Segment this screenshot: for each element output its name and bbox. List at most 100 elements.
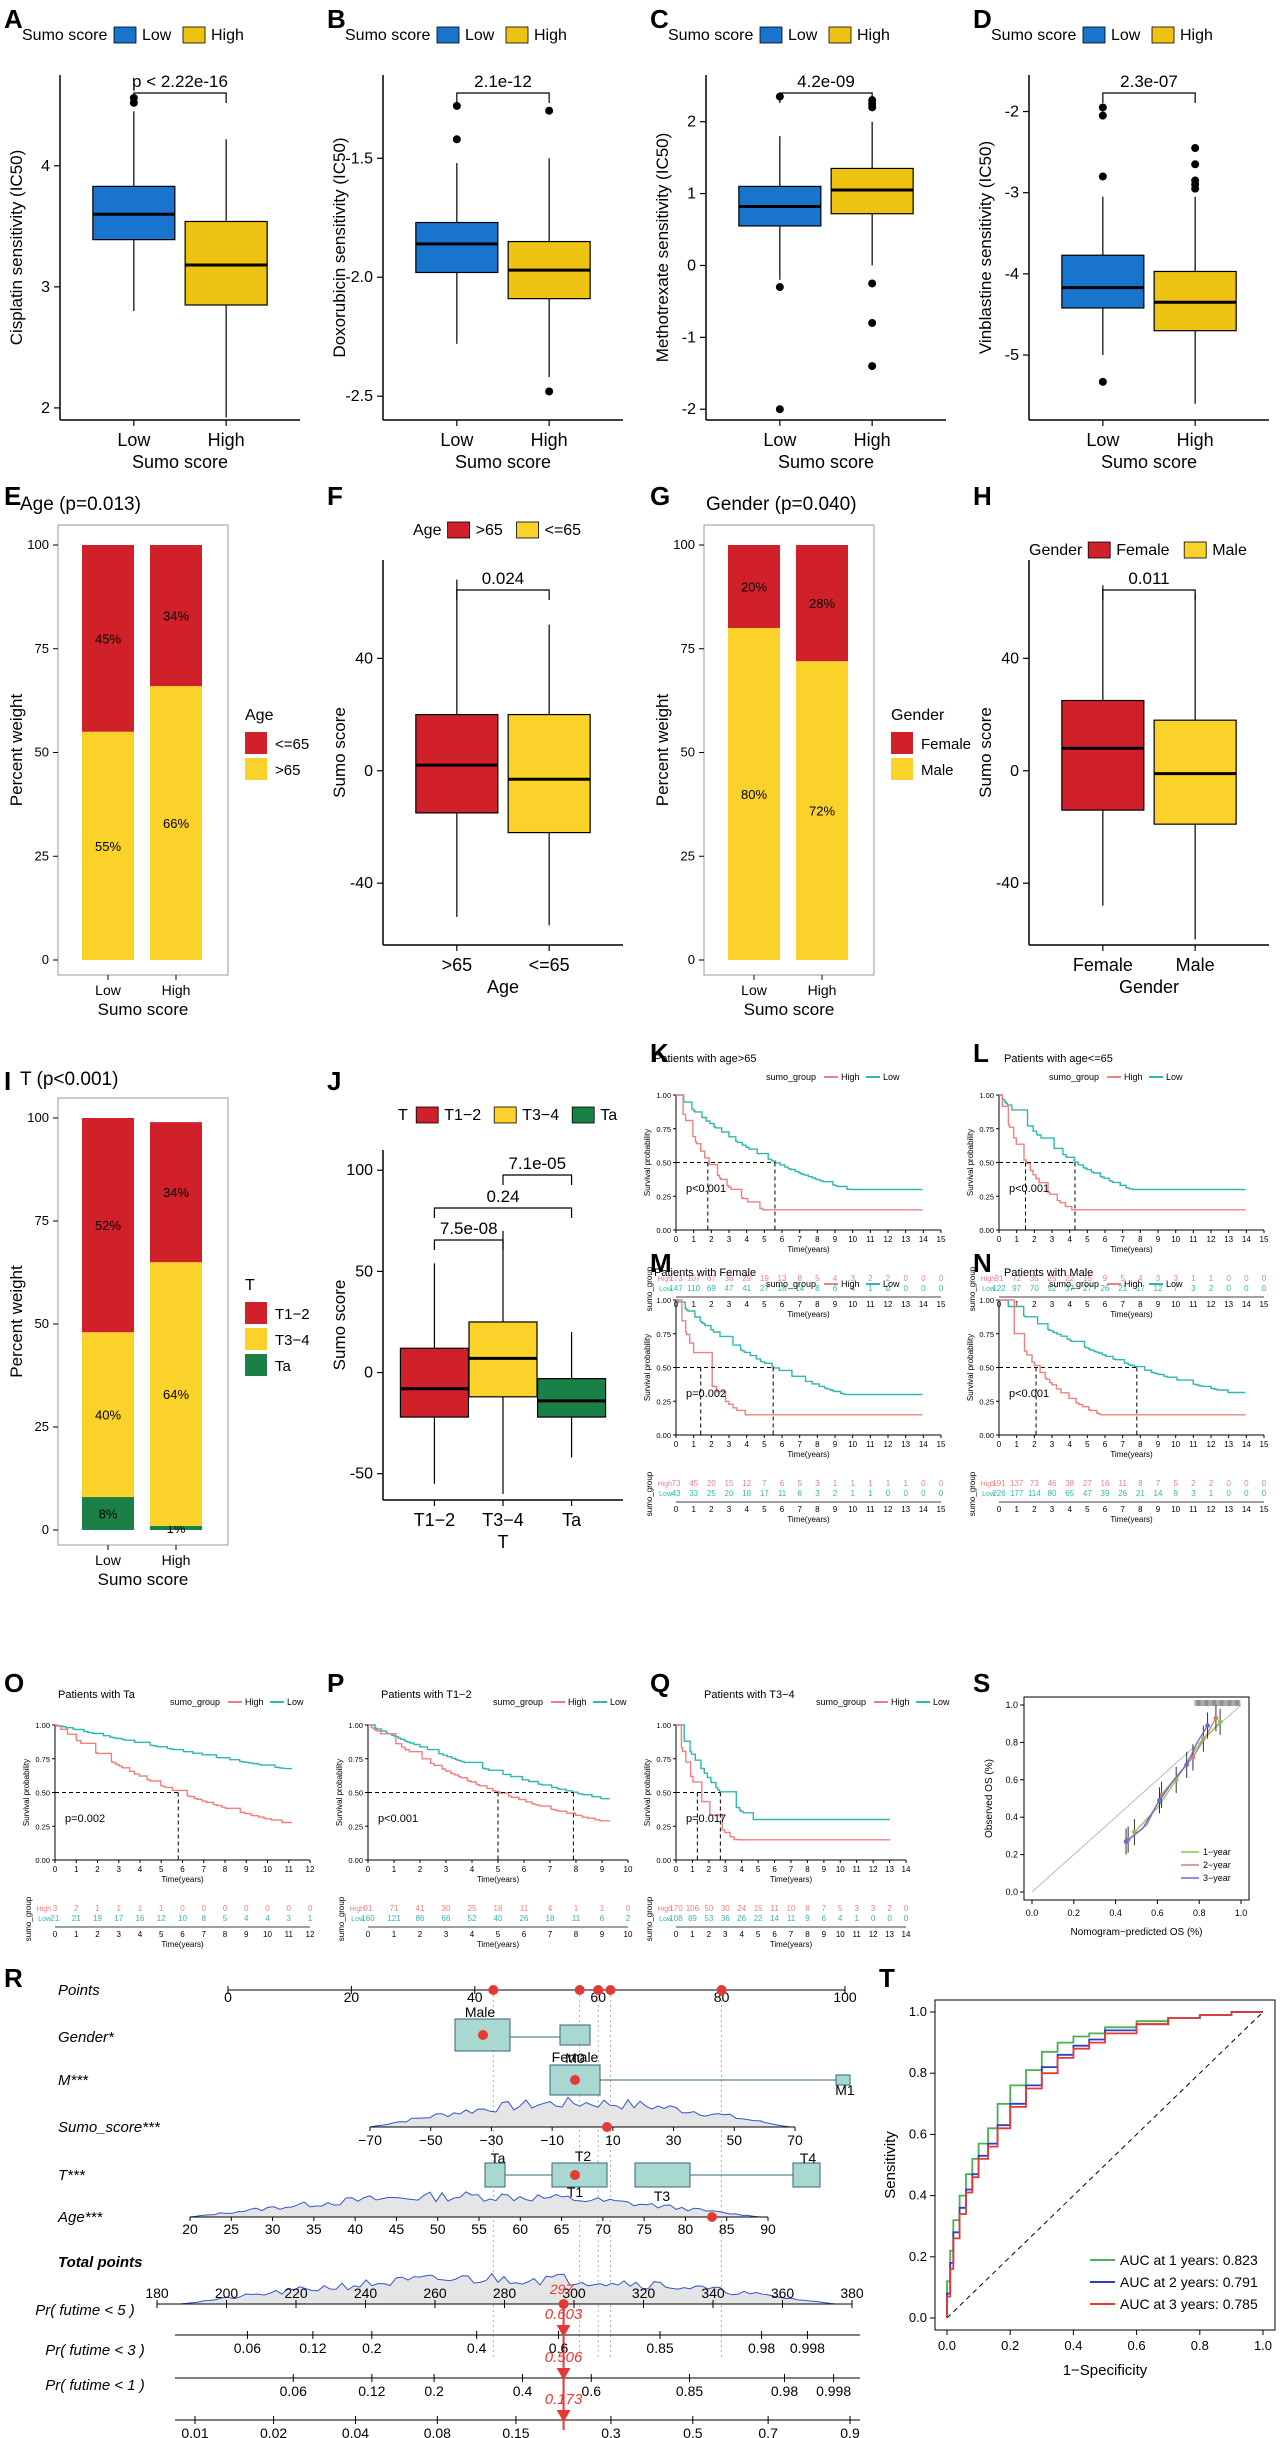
significance-bracket xyxy=(433,1207,573,1218)
km-x-tick-label: 14 xyxy=(919,1440,928,1449)
density-curve xyxy=(179,2272,836,2305)
bar-segment xyxy=(150,686,202,960)
t-box xyxy=(792,2162,821,2188)
km-x-tick-label: 1 xyxy=(690,1865,695,1874)
km-risk-tick-label: 6 xyxy=(180,1930,185,1939)
m-level: M0 xyxy=(565,2050,585,2066)
km-x-tick-label: 6 xyxy=(1103,1235,1108,1244)
bar-segment xyxy=(150,1122,202,1263)
km-x-tick-label: 6 xyxy=(180,1865,185,1874)
panel-label-M: M xyxy=(650,1248,672,1278)
km-pvalue: p<0.001 xyxy=(1009,1388,1049,1400)
km-legend-item: Low xyxy=(287,1697,304,1707)
km-y-tick-label: 0.50 xyxy=(656,1159,671,1168)
km-x-axis-label: Time(years) xyxy=(1110,1245,1153,1254)
km-risk-count: 71 xyxy=(390,1904,399,1913)
outlier-point xyxy=(1098,377,1107,386)
sumo-tick-label: 50 xyxy=(726,2132,742,2148)
pr3-tick-label: 0.998 xyxy=(816,2383,851,2399)
km-y-axis-label: Survival probability xyxy=(643,1334,652,1401)
age-tick-label: 75 xyxy=(636,2221,652,2237)
km-title: Patients with age>65 xyxy=(654,1053,756,1065)
legend-swatch xyxy=(571,1106,595,1124)
km-risk-count: 47 xyxy=(1083,1489,1092,1498)
box xyxy=(1061,254,1145,309)
km-risk-count: 20 xyxy=(725,1489,734,1498)
km-risk-tick-label: 9 xyxy=(244,1930,249,1939)
km-x-tick-label: 10 xyxy=(848,1440,857,1449)
km-risk-count: 12 xyxy=(1154,1284,1163,1293)
km-risk-tick-label: 1 xyxy=(691,1505,696,1514)
cal-curve xyxy=(1127,1717,1217,1841)
km-risk-count: 4 xyxy=(850,1284,855,1293)
km-risk-count: 3 xyxy=(854,1904,859,1913)
km-x-tick-label: 2 xyxy=(95,1865,100,1874)
km-x-tick-label: 14 xyxy=(1242,1235,1251,1244)
outlier-point xyxy=(1191,144,1200,153)
outlier-point xyxy=(1191,184,1200,193)
m-level: M1 xyxy=(835,2082,855,2098)
km-risk-count: 122 xyxy=(992,1284,1006,1293)
km-risk-count: 18 xyxy=(546,1914,555,1923)
km-risk-count: 17 xyxy=(114,1914,123,1923)
km-legend-item: Low xyxy=(1166,1072,1183,1082)
x-tick-label: <=65 xyxy=(529,955,570,975)
km-risk-tick-label: 1 xyxy=(1014,1505,1019,1514)
y-tick-label: -5 xyxy=(1005,347,1019,364)
legend-item: Low xyxy=(788,27,818,44)
km-x-tick-label: 3 xyxy=(723,1865,728,1874)
km-risk-count: 0 xyxy=(939,1274,944,1283)
panel-label-I: I xyxy=(4,1066,11,1096)
chart-title: Age (p=0.013) xyxy=(20,494,141,515)
km-risk-count: 18 xyxy=(742,1489,751,1498)
km-x-tick-label: 14 xyxy=(902,1865,911,1874)
km-x-tick-label: 8 xyxy=(815,1235,820,1244)
km-risk-tick-label: 1 xyxy=(74,1930,79,1939)
roc-y-tick-label: 0.2 xyxy=(909,2249,927,2264)
y-tick-label: 75 xyxy=(35,641,49,656)
legend-swatch xyxy=(245,1328,267,1350)
roc-x-tick-label: 0.6 xyxy=(1128,2338,1146,2353)
km-risk-count: 3 xyxy=(1173,1274,1178,1283)
y-tick-label: 0 xyxy=(42,1522,49,1537)
km-x-tick-label: 10 xyxy=(836,1865,845,1874)
km-pvalue: p=0.002 xyxy=(686,1388,726,1400)
km-x-tick-label: 4 xyxy=(138,1865,143,1874)
km-risk-tick-label: 12 xyxy=(884,1505,893,1514)
km-risk-count: 26 xyxy=(737,1914,746,1923)
km-risk-tick-label: 2 xyxy=(709,1505,714,1514)
nomogram-row-label: M*** xyxy=(58,2072,89,2089)
outlier-point xyxy=(452,135,461,144)
km-risk-group: Low xyxy=(659,1916,673,1923)
panel-L: Patients with age<=65 sumo_group High Low 0.… xyxy=(966,1053,1269,1319)
km-risk-tick-label: 6 xyxy=(1103,1300,1108,1309)
y-axis-label: Cisplatin sensitivity (IC50) xyxy=(7,150,26,346)
km-x-tick-label: 8 xyxy=(815,1440,820,1449)
roc-curve xyxy=(946,2011,1263,2318)
km-risk-count: 1 xyxy=(138,1904,143,1913)
total-tick-label: 240 xyxy=(354,2285,378,2301)
km-risk-tick-label: 3 xyxy=(1050,1505,1055,1514)
km-risk-count: 3 xyxy=(1156,1274,1161,1283)
km-risk-count: 20 xyxy=(707,1479,716,1488)
pr3-tick-label: 0.85 xyxy=(676,2383,703,2399)
km-risk-count: 70 xyxy=(1030,1284,1039,1293)
km-risk-count: 1 xyxy=(159,1904,164,1913)
panel-label-G: G xyxy=(650,481,670,511)
km-x-tick-label: 1 xyxy=(1014,1235,1019,1244)
km-title: Patients with T1−2 xyxy=(381,1689,472,1701)
km-risk-count: 0 xyxy=(887,1914,892,1923)
legend-swatch xyxy=(415,1106,439,1124)
km-risk-tick-label: 14 xyxy=(919,1505,928,1514)
km-x-tick-label: 0 xyxy=(366,1865,371,1874)
km-title: Patients with T3−4 xyxy=(704,1689,795,1701)
km-x-tick-label: 11 xyxy=(853,1865,862,1874)
km-risk-count: 26 xyxy=(1118,1489,1127,1498)
p-value: 0.024 xyxy=(482,569,525,588)
km-risk-count: 0 xyxy=(939,1284,944,1293)
km-risk-tick-label: 0 xyxy=(53,1930,58,1939)
bar-segment-label: 80% xyxy=(741,787,767,802)
points-marker xyxy=(574,1985,585,1995)
significance-bracket xyxy=(779,92,873,103)
